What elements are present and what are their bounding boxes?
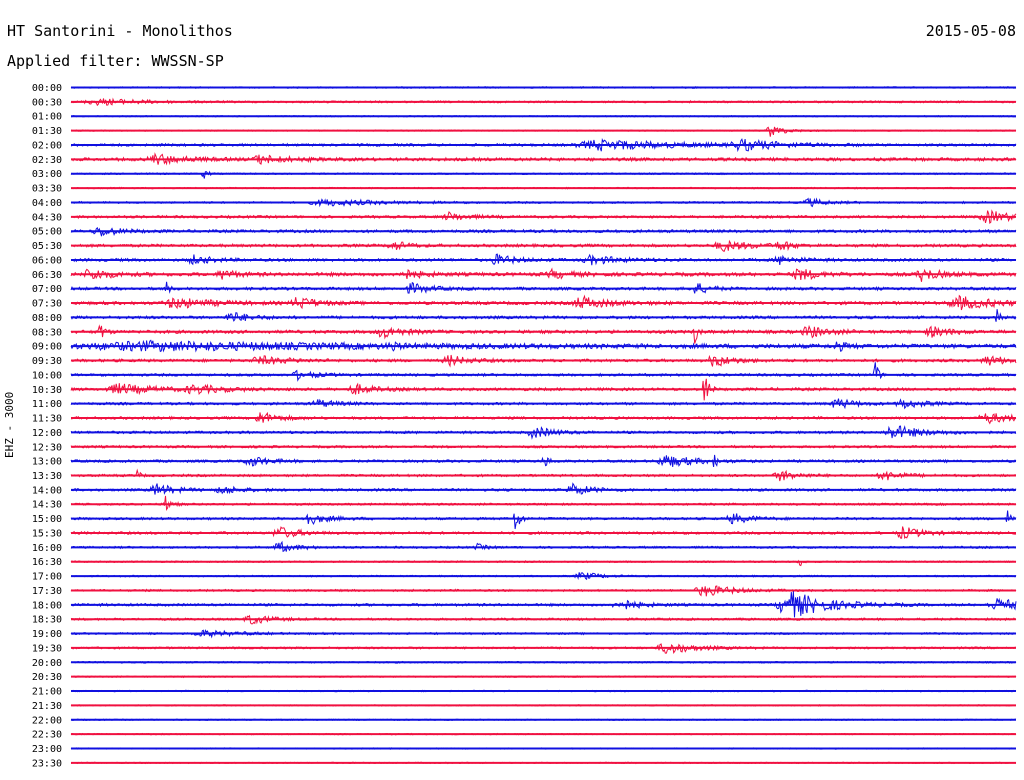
row-time-label: 21:30 xyxy=(32,701,62,712)
row-time-label: 09:30 xyxy=(32,356,62,367)
row-time-label: 06:00 xyxy=(32,255,62,266)
row-time-label: 14:30 xyxy=(32,500,62,511)
trace-row xyxy=(70,324,1017,344)
trace-row xyxy=(70,209,1017,225)
row-time-label: 23:00 xyxy=(32,744,62,755)
row-time-label: 14:00 xyxy=(32,485,62,496)
row-time-label: 11:00 xyxy=(32,399,62,410)
trace-row xyxy=(70,126,1017,137)
row-time-label: 13:00 xyxy=(32,457,62,468)
row-time-label: 19:30 xyxy=(32,643,62,654)
filter-name: WWSSN-SP xyxy=(151,52,224,70)
row-time-label: 02:00 xyxy=(32,140,62,151)
row-time-label: 08:00 xyxy=(32,313,62,324)
row-time-label: 16:30 xyxy=(32,557,62,568)
row-time-label: 10:00 xyxy=(32,370,62,381)
row-time-label: 18:30 xyxy=(32,615,62,626)
row-time-label: 15:30 xyxy=(32,528,62,539)
row-time-label: 00:00 xyxy=(32,83,62,94)
row-time-label: 16:00 xyxy=(32,543,62,554)
row-time-label: 07:30 xyxy=(32,299,62,310)
row-time-label: 03:00 xyxy=(32,169,62,180)
station-title: HT Santorini - Monolithos xyxy=(7,22,233,40)
row-time-label: 11:30 xyxy=(32,414,62,425)
row-time-label: 20:00 xyxy=(32,658,62,669)
row-time-label: 05:30 xyxy=(32,241,62,252)
row-time-label: 19:00 xyxy=(32,629,62,640)
plot-date: 2015-05-08 xyxy=(925,22,1016,40)
row-time-label: 07:00 xyxy=(32,284,62,295)
row-time-label: 06:30 xyxy=(32,270,62,281)
row-time-label: 03:30 xyxy=(32,184,62,195)
row-time-label: 20:30 xyxy=(32,672,62,683)
row-time-label: 17:30 xyxy=(32,586,62,597)
row-time-label: 04:30 xyxy=(32,212,62,223)
row-time-label: 00:30 xyxy=(32,97,62,108)
trace-row xyxy=(70,495,1017,512)
row-time-label: 22:00 xyxy=(32,715,62,726)
filter-prefix: Applied filter: xyxy=(7,52,143,70)
row-time-label: 22:30 xyxy=(32,730,62,741)
row-time-label: 04:00 xyxy=(32,198,62,209)
row-time-label: 09:00 xyxy=(32,342,62,353)
row-time-label: 17:00 xyxy=(32,572,62,583)
row-time-label: 13:30 xyxy=(32,471,62,482)
row-time-label: 01:30 xyxy=(32,126,62,137)
row-time-label: 12:30 xyxy=(32,442,62,453)
trace-row xyxy=(70,510,1017,530)
row-time-label: 21:00 xyxy=(32,687,62,698)
row-time-label: 02:30 xyxy=(32,155,62,166)
trace-row xyxy=(70,267,1017,282)
row-time-label: 01:00 xyxy=(32,112,62,123)
trace-row xyxy=(70,309,1017,322)
row-time-label: 15:00 xyxy=(32,514,62,525)
row-time-label: 08:30 xyxy=(32,327,62,338)
row-time-label: 23:30 xyxy=(32,758,62,769)
row-time-label: 12:00 xyxy=(32,428,62,439)
row-time-label: 05:00 xyxy=(32,227,62,238)
row-time-label: 18:00 xyxy=(32,600,62,611)
trace-row xyxy=(70,281,1017,294)
trace-row xyxy=(70,362,1017,382)
filter-line: Applied filter: WWSSN-SP xyxy=(7,52,224,70)
row-time-label: 10:30 xyxy=(32,385,62,396)
